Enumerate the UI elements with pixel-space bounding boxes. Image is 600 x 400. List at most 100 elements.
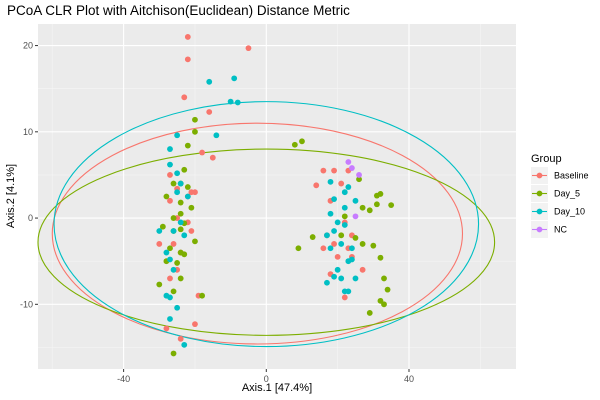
legend: Group Baseline Day_5 Day_10 NC — [531, 153, 589, 238]
point-baseline — [184, 34, 191, 40]
point-day-10 — [181, 341, 188, 348]
ellipse-baseline — [51, 122, 464, 345]
point-day-5 — [181, 251, 188, 258]
point-day-5 — [184, 184, 191, 190]
point-day-10 — [349, 256, 355, 263]
y-tick-label: 20 — [23, 41, 33, 51]
y-tick-label: 0 — [28, 213, 33, 223]
point-baseline — [177, 335, 184, 342]
legend-label-baseline: Baseline — [554, 171, 589, 181]
point-day-5 — [291, 141, 298, 148]
point-day-5 — [170, 180, 177, 187]
point-day-10 — [167, 146, 173, 152]
point-day-10 — [331, 196, 337, 202]
point-day-5 — [359, 241, 366, 247]
point-day-5 — [370, 242, 377, 249]
point-day-10 — [324, 279, 330, 286]
point-day-5 — [309, 234, 316, 240]
chart-title: PCoA CLR Plot with Aitchison(Euclidean) … — [7, 3, 350, 18]
point-day-5 — [381, 275, 387, 282]
point-day-5 — [177, 199, 184, 206]
legend-key-point-baseline — [536, 172, 543, 179]
point-day-10 — [327, 178, 334, 185]
point-baseline — [163, 325, 170, 332]
ellipse-day-5 — [37, 148, 496, 336]
point-day-5 — [338, 232, 345, 239]
point-day-10 — [206, 78, 213, 85]
point-day-10 — [177, 219, 184, 226]
point-day-5 — [359, 204, 366, 211]
point-day-10 — [170, 228, 177, 234]
point-day-5 — [377, 297, 384, 304]
point-day-5 — [156, 281, 163, 288]
point-day-5 — [167, 245, 173, 252]
point-day-5 — [192, 238, 198, 245]
point-baseline — [167, 275, 173, 282]
point-baseline — [181, 94, 188, 101]
gridlines — [38, 24, 516, 369]
point-nc — [356, 172, 362, 178]
point-day-5 — [192, 116, 198, 123]
point-day-5 — [177, 210, 184, 217]
point-day-10 — [327, 245, 334, 252]
point-day-10 — [177, 180, 184, 187]
point-day-5 — [184, 142, 191, 149]
point-day-10 — [327, 210, 334, 217]
point-baseline — [206, 109, 213, 115]
point-day-10 — [338, 241, 345, 247]
point-day-10 — [338, 275, 345, 282]
point-day-10 — [352, 197, 359, 204]
point-day-5 — [170, 350, 177, 357]
plot-panel — [38, 24, 516, 369]
point-baseline — [359, 266, 366, 273]
x-tick-label: 0 — [264, 374, 269, 384]
point-day-5 — [381, 301, 387, 308]
point-nc — [352, 213, 359, 220]
point-day-10 — [167, 316, 173, 322]
point-day-10 — [174, 132, 181, 139]
point-baseline — [199, 149, 205, 156]
point-day-10 — [345, 184, 352, 190]
legend-key-point-day-5 — [536, 190, 543, 197]
point-baseline — [341, 294, 348, 301]
point-baseline — [167, 197, 173, 204]
point-day-10 — [227, 98, 234, 105]
point-baseline — [320, 245, 327, 252]
point-day-5 — [366, 207, 373, 214]
point-day-5 — [356, 176, 362, 183]
point-day-5 — [384, 286, 391, 293]
point-day-5 — [163, 193, 170, 200]
point-baseline — [331, 167, 337, 174]
point-baseline — [320, 167, 327, 174]
point-day-10 — [349, 245, 355, 252]
point-day-10 — [324, 232, 330, 239]
point-baseline — [331, 241, 337, 247]
point-day-5 — [373, 192, 380, 199]
legend-key-point-day-10 — [536, 208, 543, 215]
y-tick-label: -10 — [20, 299, 33, 309]
y-axis-title: Axis.2 [4.1%] — [5, 164, 17, 228]
y-tick-label: 10 — [23, 127, 33, 137]
point-day-10 — [341, 204, 348, 211]
point-day-10 — [331, 228, 337, 234]
point-baseline — [245, 45, 252, 52]
point-baseline — [156, 241, 163, 247]
point-day-10 — [174, 189, 181, 196]
point-day-10 — [167, 161, 173, 168]
point-day-10 — [184, 193, 191, 200]
point-baseline — [334, 253, 341, 260]
point-day-10 — [334, 266, 341, 273]
legend-key-point-nc — [536, 226, 543, 233]
point-day-10 — [213, 132, 220, 139]
point-day-5 — [170, 215, 177, 221]
point-day-5 — [341, 213, 348, 220]
data-points — [156, 34, 395, 357]
point-day-5 — [295, 245, 302, 252]
point-day-10 — [167, 294, 173, 301]
legend-label-nc: NC — [554, 225, 567, 235]
point-day-5 — [388, 202, 395, 209]
point-day-10 — [174, 304, 181, 311]
point-day-5 — [373, 201, 380, 208]
point-day-5 — [192, 128, 198, 135]
